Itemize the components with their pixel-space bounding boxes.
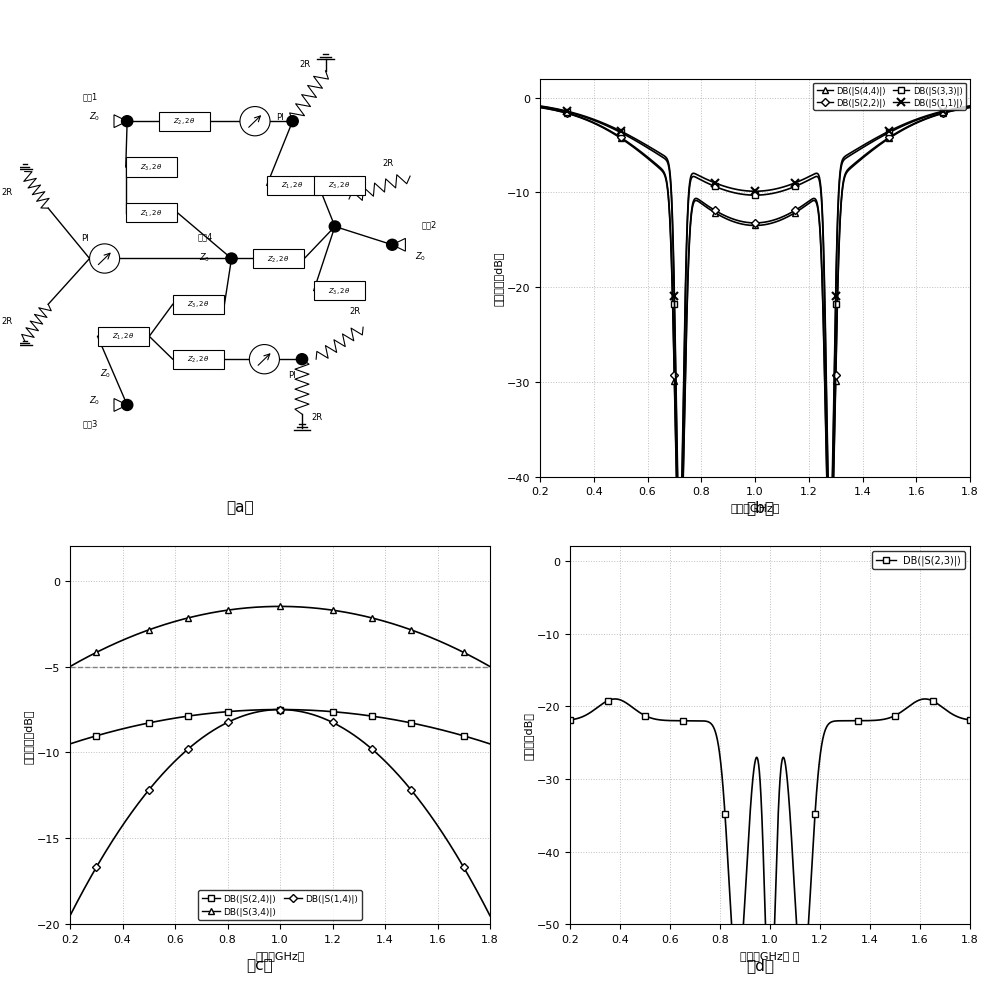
Circle shape <box>287 116 298 127</box>
Bar <box>173 295 224 314</box>
Text: $Z_0$: $Z_0$ <box>100 367 111 380</box>
Text: $Z_3,2\theta$: $Z_3,2\theta$ <box>187 300 210 310</box>
Bar <box>173 350 224 370</box>
Bar <box>253 249 304 268</box>
Text: 2R: 2R <box>382 158 393 168</box>
Text: $Z_2,2\theta$: $Z_2,2\theta$ <box>267 254 290 264</box>
Text: （c）: （c） <box>247 957 273 972</box>
Text: 2R: 2R <box>349 307 360 316</box>
Text: （d）: （d） <box>746 957 774 972</box>
Circle shape <box>122 400 133 412</box>
Text: $Z_1,2\theta$: $Z_1,2\theta$ <box>112 332 135 342</box>
Text: 2R: 2R <box>300 61 311 70</box>
Text: （b）: （b） <box>746 500 774 515</box>
Bar <box>267 177 318 196</box>
Bar <box>159 112 210 131</box>
Circle shape <box>226 253 237 264</box>
Text: 2R: 2R <box>1 316 12 325</box>
Text: 端口1: 端口1 <box>83 92 98 101</box>
Polygon shape <box>114 400 127 412</box>
Circle shape <box>249 345 279 375</box>
Text: （a）: （a） <box>226 500 254 515</box>
Legend: DB(|S(2,3)|): DB(|S(2,3)|) <box>872 552 965 570</box>
Text: $Z_0$: $Z_0$ <box>89 395 100 407</box>
Y-axis label: 回波损耗（dB）: 回波损耗（dB） <box>494 251 504 305</box>
Polygon shape <box>114 115 127 128</box>
Bar <box>126 204 177 223</box>
Text: $Z_0$: $Z_0$ <box>415 250 426 262</box>
Legend: DB(|S(4,4)|), DB(|S(2,2)|), DB(|S(3,3)|), DB(|S(1,1)|): DB(|S(4,4)|), DB(|S(2,2)|), DB(|S(3,3)|)… <box>813 83 966 110</box>
Bar <box>126 158 177 177</box>
Text: $Z_2,2\theta$: $Z_2,2\theta$ <box>187 355 210 365</box>
Circle shape <box>122 116 133 127</box>
Text: 2R: 2R <box>1 188 12 197</box>
Text: 2R: 2R <box>311 413 323 421</box>
Text: 端口4: 端口4 <box>198 232 213 241</box>
Text: 端口2: 端口2 <box>421 221 437 230</box>
Text: $Z_1,2\theta$: $Z_1,2\theta$ <box>281 181 304 191</box>
Y-axis label: 插入损耗（dB）: 插入损耗（dB） <box>24 709 34 762</box>
Bar <box>314 177 365 196</box>
Text: $Z_3,2\theta$: $Z_3,2\theta$ <box>328 181 351 191</box>
Circle shape <box>296 354 308 366</box>
Circle shape <box>387 240 398 251</box>
Text: PI: PI <box>276 112 284 122</box>
Polygon shape <box>392 240 405 251</box>
Text: $Z_3,2\theta$: $Z_3,2\theta$ <box>140 163 163 173</box>
X-axis label: 频率（GHz） ）: 频率（GHz） ） <box>740 949 800 959</box>
Text: PI: PI <box>288 371 296 380</box>
Text: $Z_3,2\theta$: $Z_3,2\theta$ <box>328 286 351 296</box>
Text: $Z_1,2\theta$: $Z_1,2\theta$ <box>140 209 163 219</box>
Text: $Z_0$: $Z_0$ <box>89 110 100 123</box>
Circle shape <box>90 245 120 274</box>
X-axis label: 频率（GHz）: 频率（GHz） <box>255 949 305 959</box>
Text: $Z_2,2\theta$: $Z_2,2\theta$ <box>173 117 196 127</box>
X-axis label: 频率（GHz）: 频率（GHz） <box>730 502 780 512</box>
Bar <box>98 327 149 347</box>
Text: $Z_0$: $Z_0$ <box>199 251 210 263</box>
Y-axis label: 隔离度（dB）: 隔离度（dB） <box>524 712 534 759</box>
Circle shape <box>240 107 270 137</box>
Circle shape <box>329 222 341 233</box>
Text: PI: PI <box>81 234 89 243</box>
Text: 端口3: 端口3 <box>83 419 98 428</box>
Legend: DB(|S(2,4)|), DB(|S(3,4)|), DB(|S(1,4)|): DB(|S(2,4)|), DB(|S(3,4)|), DB(|S(1,4)|) <box>198 891 362 919</box>
Bar <box>314 281 365 301</box>
